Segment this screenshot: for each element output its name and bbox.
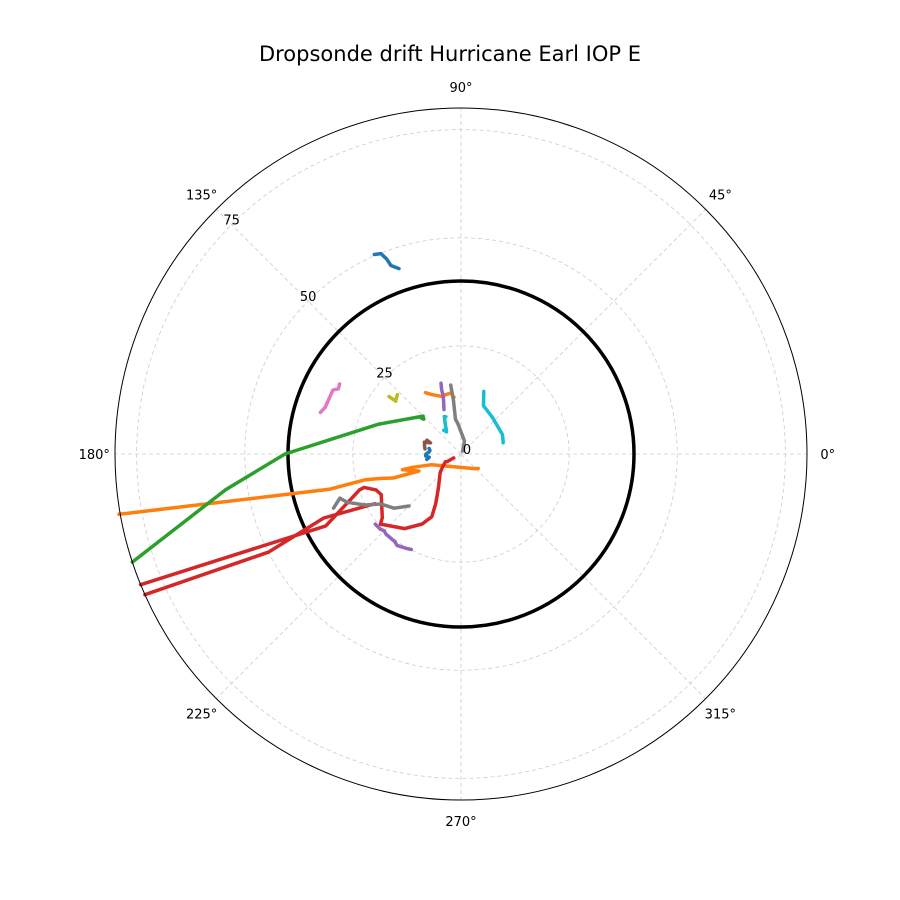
series-line-15 <box>481 389 505 445</box>
series-line-8 <box>439 381 446 412</box>
theta-tick-label: 180° <box>79 448 110 463</box>
r-tick-label: 0 <box>463 443 471 458</box>
series-line-5 <box>130 414 426 564</box>
series-line-2 <box>423 446 432 462</box>
series-line-14 <box>387 392 400 403</box>
grid-layer <box>115 108 807 800</box>
label-layer: 0° 45° 90° 135° 180° 225° 270° 315° 0 25 50 75 <box>79 81 836 830</box>
series-line-10 <box>422 438 433 451</box>
series-layer <box>117 251 636 629</box>
r-tick-label: 25 <box>376 367 393 382</box>
r-gridline <box>244 237 678 671</box>
theta-gridline <box>460 453 706 699</box>
theta-tick-label: 270° <box>445 815 476 830</box>
theta-tick-label: 135° <box>186 189 217 204</box>
r-tick-label: 50 <box>300 290 317 305</box>
series-line-13 <box>331 496 411 510</box>
series-line-1 <box>372 251 401 271</box>
theta-tick-label: 45° <box>709 189 732 204</box>
theta-tick-label: 90° <box>449 81 472 96</box>
frame-layer <box>114 107 808 801</box>
r-tick-label: 75 <box>223 214 240 229</box>
theta-gridline <box>216 453 462 699</box>
series-line-16 <box>441 414 449 434</box>
series-line-3 <box>423 390 456 400</box>
theta-gridline <box>460 209 706 455</box>
series-line-4 <box>117 462 480 517</box>
series-line-6 <box>138 456 456 587</box>
series-line-9 <box>373 522 414 552</box>
theta-tick-label: 0° <box>820 448 835 463</box>
theta-tick-label: 225° <box>186 707 217 722</box>
polar-frame <box>114 107 808 801</box>
series-line-11 <box>318 382 342 415</box>
theta-gridline <box>216 209 462 455</box>
chart-title: Dropsonde drift Hurricane Earl IOP E <box>258 42 642 66</box>
series-line-7 <box>143 501 377 597</box>
theta-tick-label: 315° <box>705 707 736 722</box>
series-line-12 <box>448 383 467 453</box>
